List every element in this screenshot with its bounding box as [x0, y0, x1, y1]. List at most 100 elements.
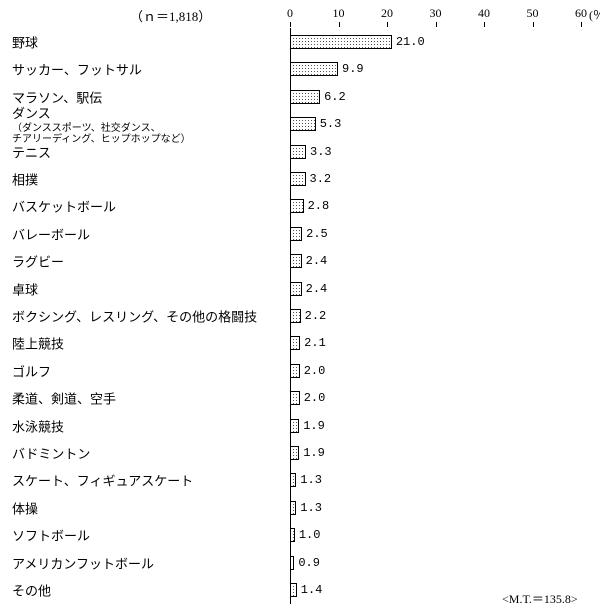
bar-rect — [290, 172, 306, 186]
axis-tick — [339, 22, 340, 27]
row-label: 陸上競技 — [12, 334, 284, 353]
bar-rect — [290, 528, 295, 542]
axis-tick-label: 0 — [287, 6, 293, 21]
bar — [290, 528, 295, 542]
bar — [290, 90, 320, 104]
axis-tick — [436, 22, 437, 27]
row-label: テニス — [12, 142, 284, 161]
bar — [290, 309, 301, 323]
row-label: 野球 — [12, 33, 284, 52]
bar — [290, 199, 304, 213]
axis-tick — [387, 22, 388, 27]
bar — [290, 391, 300, 405]
value-label: 1.9 — [303, 446, 325, 460]
bar-rect — [290, 336, 300, 350]
row-label: ソフトボール — [12, 526, 284, 545]
row-label: 相撲 — [12, 170, 284, 189]
bar-rect — [290, 117, 316, 131]
axis-tick-label: 50 — [527, 6, 539, 21]
row-label: ボクシング、レスリング、その他の格闘技 — [12, 307, 284, 326]
bar — [290, 583, 297, 597]
value-label: 21.0 — [396, 35, 425, 49]
value-label: 1.4 — [301, 583, 323, 597]
bar — [290, 473, 296, 487]
value-label: 1.3 — [300, 473, 322, 487]
bar-rect — [290, 35, 392, 49]
row-label-main: ダンス — [12, 106, 51, 121]
bar-rect — [290, 145, 306, 159]
bar — [290, 556, 294, 570]
value-label: 1.0 — [299, 528, 321, 542]
bar — [290, 145, 306, 159]
axis-tick — [581, 22, 582, 27]
axis-tick-label: 40 — [478, 6, 490, 21]
value-label: 0.9 — [298, 556, 320, 570]
axis-unit-label: (％) — [589, 6, 600, 23]
axis-tick-label: 60 — [575, 6, 587, 21]
bar — [290, 446, 299, 460]
bar-rect — [290, 90, 320, 104]
bar — [290, 419, 299, 433]
mt-label: <M.T.＝135.8> — [502, 590, 578, 607]
bar-rect — [290, 473, 296, 487]
bar-rect — [290, 199, 304, 213]
bar-rect — [290, 309, 301, 323]
bar — [290, 172, 306, 186]
value-label: 3.3 — [310, 145, 332, 159]
bar — [290, 254, 302, 268]
value-label: 9.9 — [342, 62, 364, 76]
row-label: バレーボール — [12, 224, 284, 243]
bar — [290, 364, 300, 378]
axis-tick — [290, 22, 291, 27]
axis-tick-label: 10 — [333, 6, 345, 21]
bar-rect — [290, 62, 338, 76]
row-label: アメリカンフットボール — [12, 553, 284, 572]
value-label: 2.8 — [308, 199, 330, 213]
row-label: バドミントン — [12, 444, 284, 463]
axis-tick — [484, 22, 485, 27]
bar-rect — [290, 556, 294, 570]
value-label: 2.0 — [304, 364, 326, 378]
bar-rect — [290, 391, 300, 405]
bar — [290, 227, 302, 241]
bar-rect — [290, 282, 302, 296]
value-label: 3.2 — [310, 172, 332, 186]
row-label: その他 — [12, 581, 284, 600]
bar — [290, 35, 392, 49]
row-label: ゴルフ — [12, 361, 284, 380]
row-label: サッカー、フットサル — [12, 60, 284, 79]
axis-tick — [533, 22, 534, 27]
bar — [290, 62, 338, 76]
bar-rect — [290, 583, 297, 597]
axis-tick-label: 30 — [430, 6, 442, 21]
row-label: 体操 — [12, 498, 284, 517]
bar-rect — [290, 227, 302, 241]
bar-rect — [290, 419, 299, 433]
row-label: ラグビー — [12, 252, 284, 271]
row-label: 柔道、剣道、空手 — [12, 389, 284, 408]
row-label: 卓球 — [12, 279, 284, 298]
sample-size-label: （ｎ＝1,818） — [130, 6, 211, 25]
bar-rect — [290, 446, 299, 460]
row-label: バスケットボール — [12, 197, 284, 216]
bar — [290, 501, 296, 515]
value-label: 2.4 — [306, 282, 328, 296]
bar — [290, 336, 300, 350]
value-label: 6.2 — [324, 90, 346, 104]
value-label: 2.5 — [306, 227, 328, 241]
value-label: 2.4 — [306, 254, 328, 268]
axis-tick-label: 20 — [381, 6, 393, 21]
row-label: ダンス（ダンススポーツ、社交ダンス、チアリーディング、ヒップホップなど） — [12, 103, 284, 145]
bar-rect — [290, 501, 296, 515]
row-label: 水泳競技 — [12, 416, 284, 435]
value-label: 1.9 — [303, 419, 325, 433]
value-label: 2.2 — [305, 309, 327, 323]
bar-rect — [290, 364, 300, 378]
row-label: スケート、フィギュアスケート — [12, 471, 284, 490]
value-label: 1.3 — [300, 501, 322, 515]
bar-rect — [290, 254, 302, 268]
bar — [290, 117, 316, 131]
value-label: 2.0 — [304, 391, 326, 405]
value-label: 5.3 — [320, 117, 342, 131]
value-label: 2.1 — [304, 336, 326, 350]
